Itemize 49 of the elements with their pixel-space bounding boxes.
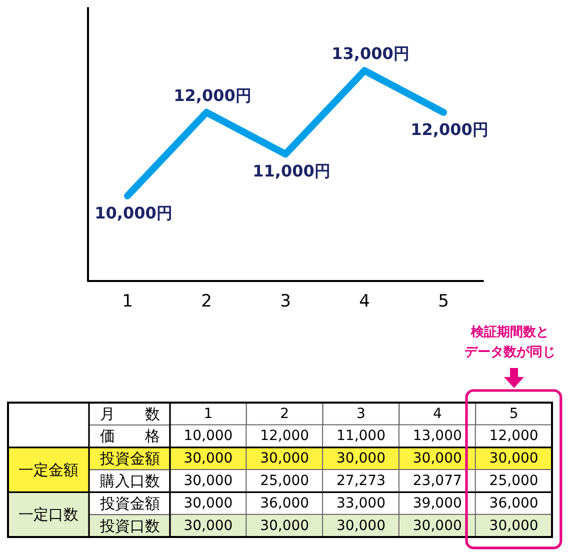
- data-label: 10,000: [184, 428, 233, 444]
- data-label: 30,000: [184, 450, 233, 467]
- data-label: 33,000: [336, 495, 386, 512]
- x-tick-label: 2: [201, 292, 212, 312]
- data-label: 39,000: [412, 495, 462, 512]
- data-label: 30,000: [260, 518, 310, 534]
- x-tick-label: 4: [432, 406, 442, 422]
- data-label: 30,000: [489, 450, 538, 467]
- data-label: 13,000円: [332, 44, 410, 64]
- data-label: 10,000円: [94, 203, 172, 222]
- data-label: 30,000: [184, 473, 233, 489]
- data-label: 30,000: [412, 518, 462, 534]
- x-tick-label: 5: [509, 406, 518, 422]
- text: 検証期間数とデータ数が同じ: [464, 324, 556, 360]
- x-tick-label: 3: [356, 406, 366, 422]
- data-label: 12,000円: [174, 86, 252, 105]
- data-label: 23,077: [412, 473, 462, 489]
- x-tick-label: 4: [359, 292, 370, 312]
- data-label: 30,000: [489, 518, 538, 534]
- y-tick-label: 価 格: [100, 427, 160, 446]
- data-label: 36,000: [260, 495, 310, 512]
- y2-tick-label: 一定口数: [18, 506, 78, 524]
- y-tick-label: 投資金額: [99, 450, 160, 468]
- data-label: 30,000: [336, 518, 386, 534]
- data-label: 11,000: [336, 428, 386, 444]
- data-label: 27,273: [336, 473, 386, 489]
- x-tick-label: 1: [122, 292, 133, 312]
- data-label: 12,000: [260, 428, 310, 444]
- data-label: 11,000円: [252, 162, 330, 181]
- y2-tick-label: 一定金額: [18, 460, 78, 479]
- x-tick-label: 5: [438, 292, 449, 312]
- data-label: 12,000: [489, 428, 538, 444]
- x-tick-label: 1: [204, 406, 213, 422]
- data-label: 30,000: [336, 450, 386, 467]
- data-label: 30,000: [412, 450, 462, 467]
- data-label: 30,000: [184, 518, 233, 534]
- y-tick-label: 投資口数: [99, 516, 160, 535]
- data-label: 36,000: [489, 495, 538, 512]
- x-tick-label: 2: [280, 406, 290, 422]
- data-label: 25,000: [260, 473, 310, 489]
- data-label: 25,000: [489, 473, 538, 489]
- x-axis-title: 月 数: [100, 404, 160, 423]
- y-tick-label: 投資金額: [99, 494, 160, 512]
- data-label: 13,000: [412, 428, 462, 444]
- data-label: 12,000円: [410, 120, 488, 139]
- x-tick-label: 3: [280, 292, 291, 312]
- data-label: 30,000: [260, 450, 310, 467]
- y-tick-label: 購入口数: [100, 472, 160, 490]
- data-label: 30,000: [184, 495, 233, 512]
